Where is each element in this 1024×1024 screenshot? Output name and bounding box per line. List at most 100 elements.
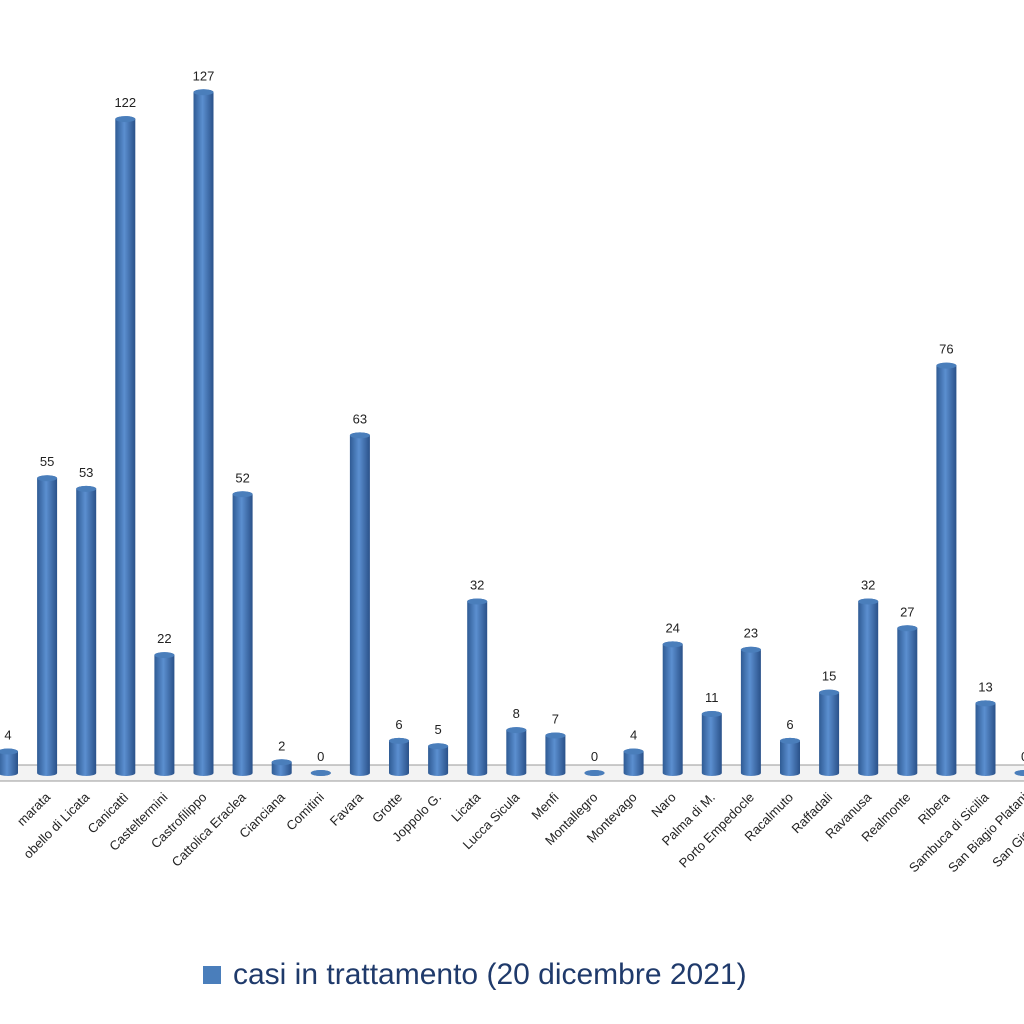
bar: [115, 116, 136, 777]
bar-body: [545, 732, 566, 777]
bar: [936, 362, 957, 777]
bar-body: [740, 646, 761, 777]
bar-cap: [467, 598, 488, 605]
bar: [232, 491, 253, 777]
bar-body: [76, 485, 97, 777]
value-label: 32: [470, 577, 484, 592]
value-label: 76: [939, 342, 953, 357]
value-label: 0: [591, 749, 598, 764]
bar-cap: [76, 485, 97, 492]
value-label: 0: [1021, 749, 1024, 764]
bar-cap: [0, 748, 18, 755]
value-label: 8: [513, 706, 520, 721]
value-label: 2: [278, 738, 285, 753]
bar: [1014, 770, 1024, 776]
bar-body: [428, 743, 449, 777]
bar-body: [154, 652, 175, 777]
bar-cap: [349, 432, 370, 439]
value-label: 4: [630, 728, 637, 743]
bar: [37, 475, 58, 777]
value-label: 63: [353, 411, 367, 426]
bar-cap: [428, 743, 449, 750]
value-label: 32: [861, 577, 875, 592]
bar-cap: [936, 362, 957, 369]
x-tick-label: Naro: [648, 790, 679, 821]
bar: [545, 732, 566, 777]
bar-body: [936, 362, 957, 777]
bar-body: [897, 625, 918, 777]
bar-body: [0, 748, 18, 776]
bar-cap: [271, 759, 292, 766]
value-label: 13: [978, 679, 992, 694]
x-tick-label: Comitini: [283, 789, 327, 833]
value-label: 22: [157, 631, 171, 646]
bar-cap: [545, 732, 566, 739]
bar: [154, 652, 175, 777]
value-label: 55: [40, 454, 54, 469]
bar-cap: [740, 646, 761, 653]
bar-body: [37, 475, 58, 777]
value-label: 4: [4, 728, 11, 743]
bar-cap: [897, 625, 918, 632]
bar-cap: [780, 737, 800, 744]
bar-body: [662, 641, 683, 777]
bar-body: [232, 491, 253, 777]
bar: [701, 711, 722, 777]
legend-swatch: [203, 966, 221, 984]
bar-cap: [701, 711, 722, 718]
bar-body: [701, 711, 722, 777]
bar: [193, 89, 214, 777]
bar: [584, 770, 605, 777]
bar: [428, 743, 449, 777]
value-label: 5: [434, 722, 441, 737]
bar: [467, 598, 488, 777]
bar: [76, 485, 97, 777]
x-tick-label: Menfi: [528, 789, 561, 822]
bar: [349, 432, 370, 777]
value-label: 122: [114, 95, 136, 110]
value-label: 0: [317, 749, 324, 764]
bar-body: [858, 598, 879, 777]
x-tick-label: Favara: [327, 789, 367, 829]
bar: [506, 727, 527, 777]
bar-body: [819, 689, 840, 777]
value-label: 52: [235, 470, 249, 485]
bar-body: [467, 598, 488, 777]
bar-body: [975, 700, 996, 777]
bar-body: [349, 432, 370, 777]
value-label: 23: [744, 626, 758, 641]
bar: [858, 598, 879, 777]
value-label: 11: [705, 690, 719, 705]
value-label: 6: [395, 717, 402, 732]
bar: [623, 748, 644, 777]
bar-body: [780, 737, 800, 776]
bar-cap: [232, 491, 253, 498]
x-tick-label: Ribera: [915, 789, 953, 827]
bar-body: [115, 116, 136, 777]
bar: [0, 748, 18, 776]
bar-cap: [154, 652, 175, 659]
legend-label: casi in trattamento (20 dicembre 2021): [233, 958, 747, 991]
bar-cap: [310, 770, 331, 776]
value-label: 127: [193, 68, 215, 83]
bar-cap: [662, 641, 683, 648]
bar: [271, 759, 292, 777]
value-label: 15: [822, 669, 836, 684]
bar-cap: [858, 598, 879, 605]
value-label: 24: [665, 620, 679, 635]
bar: [897, 625, 918, 777]
value-label: 6: [786, 717, 793, 732]
bar-cap: [623, 748, 644, 755]
bar: [780, 737, 800, 776]
bar-cap: [37, 475, 58, 482]
bar-cap: [389, 737, 409, 744]
value-label: 27: [900, 604, 914, 619]
bar: [819, 689, 840, 777]
bar: [310, 770, 331, 776]
bar-cap: [506, 727, 527, 734]
bar: [975, 700, 996, 777]
bar: [740, 646, 761, 777]
x-tick-label: Licata: [448, 789, 484, 825]
bar-body: [506, 727, 527, 777]
